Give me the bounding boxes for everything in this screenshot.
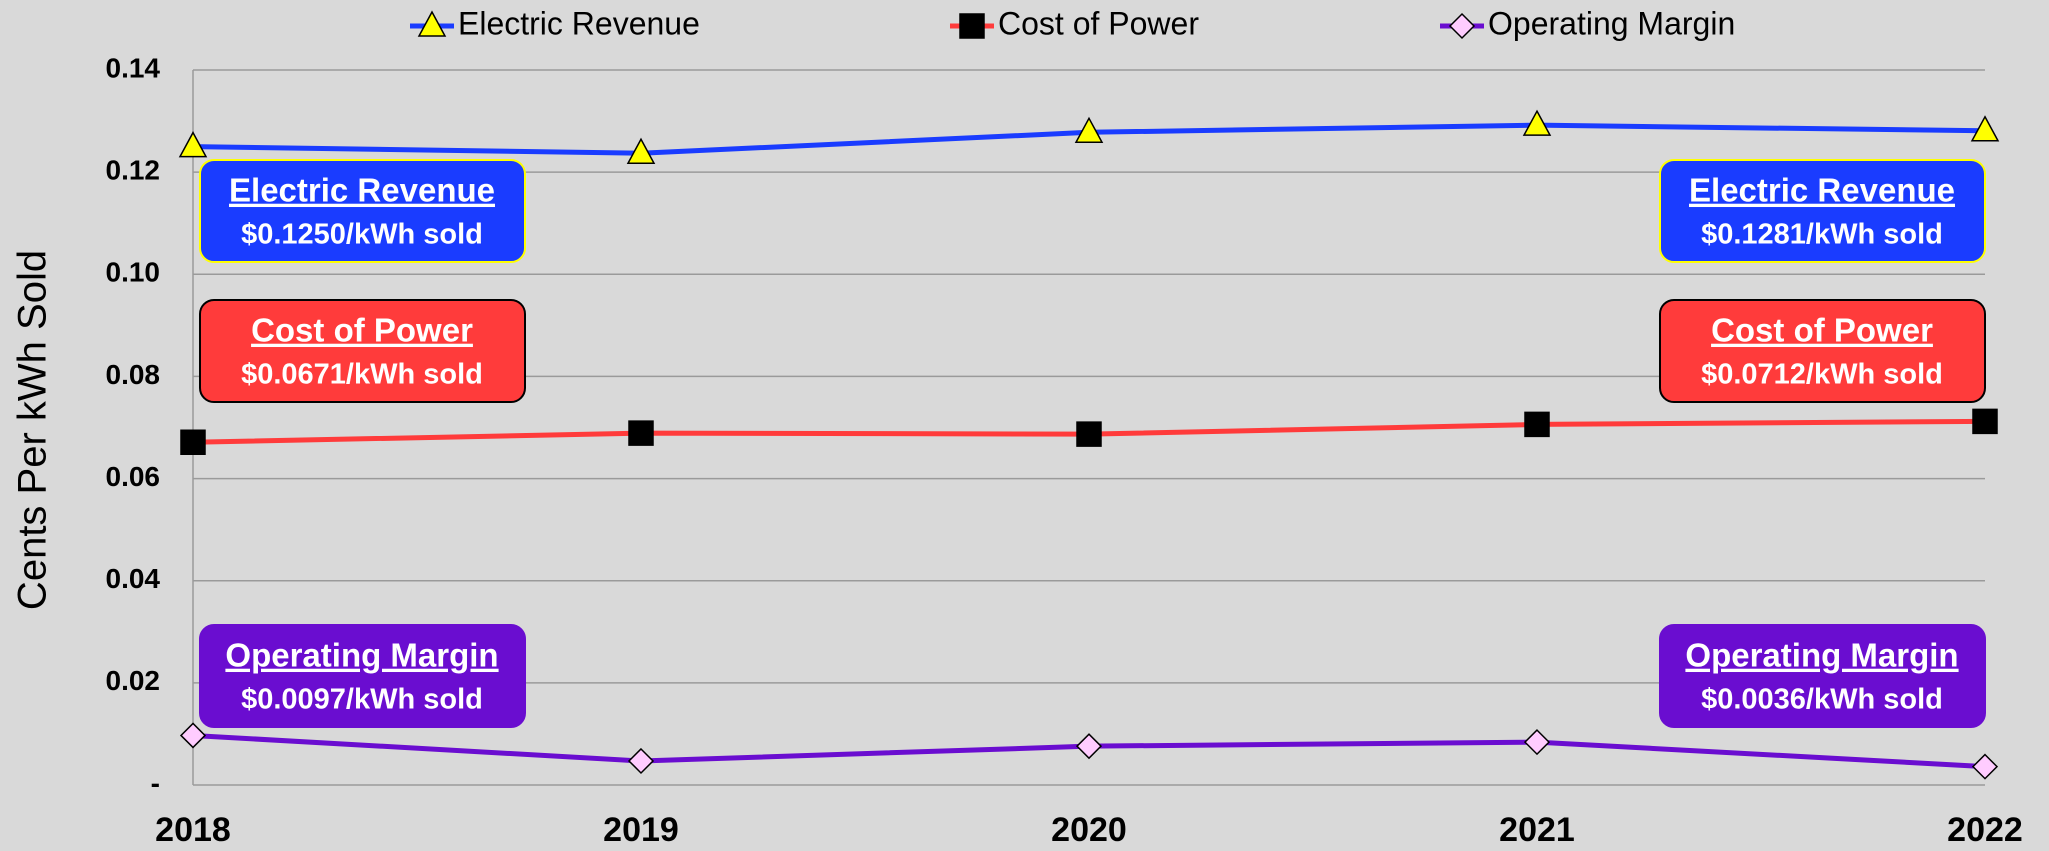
- marker: [1074, 116, 1104, 144]
- marker: [1970, 115, 2000, 142]
- x-tick-label: 2022: [1947, 811, 2023, 849]
- marker: [1972, 408, 1998, 435]
- annotation-bg: [1659, 299, 1986, 403]
- annotation-box: Cost of Power $0.0671/kWh sold: [199, 299, 526, 403]
- marker: [1075, 733, 1103, 760]
- marker: [1448, 12, 1476, 40]
- marker: [1971, 753, 1999, 780]
- annotation-text: $0.0036/kWh sold: [1701, 684, 1943, 716]
- legend-label: Operating Margin: [1488, 5, 1735, 41]
- y-tick-label: 0.02: [106, 665, 161, 696]
- annotation-bg: [199, 159, 526, 263]
- x-tick-label: 2018: [155, 811, 231, 849]
- marker: [179, 722, 207, 749]
- y-tick-label: 0.08: [106, 359, 161, 390]
- annotation-title: Operating Margin: [225, 637, 498, 674]
- marker: [1076, 421, 1102, 447]
- annotation-box: Operating Margin $0.0036/kWh sold: [1659, 624, 1986, 728]
- y-tick-label: 0.04: [106, 563, 161, 594]
- annotation-text: $0.0712/kWh sold: [1701, 359, 1943, 391]
- legend-item: Cost of Power: [950, 5, 1199, 41]
- legend-label: Cost of Power: [998, 5, 1199, 41]
- legend-label: Electric Revenue: [458, 5, 700, 41]
- x-tick-label: 2019: [603, 811, 679, 849]
- marker: [628, 420, 654, 446]
- marker: [627, 747, 655, 775]
- annotation-title: Cost of Power: [1711, 312, 1933, 349]
- annotation-title: Electric Revenue: [229, 172, 495, 209]
- annotation-box: Cost of Power $0.0712/kWh sold: [1659, 299, 1986, 403]
- annotation-bg: [199, 624, 526, 728]
- annotation-bg: [1659, 159, 1986, 263]
- y-tick-label: -: [151, 767, 160, 798]
- x-tick-label: 2021: [1499, 811, 1575, 849]
- marker: [417, 10, 447, 37]
- legend-item: Electric Revenue: [410, 5, 700, 41]
- annotation-box: Operating Margin $0.0097/kWh sold: [199, 624, 526, 728]
- marker: [959, 13, 985, 39]
- annotation-box: Electric Revenue $0.1281/kWh sold: [1659, 159, 1986, 263]
- annotation-box: Electric Revenue $0.1250/kWh sold: [199, 159, 526, 263]
- marker: [1524, 411, 1550, 438]
- annotation-title: Electric Revenue: [1689, 172, 1955, 209]
- marker: [626, 137, 656, 164]
- annotation-bg: [199, 299, 526, 403]
- y-tick-label: 0.14: [106, 52, 161, 83]
- annotation-text: $0.0671/kWh sold: [241, 359, 483, 391]
- marker: [180, 429, 206, 456]
- y-tick-label: 0.12: [106, 155, 161, 186]
- y-axis-title: Cents Per kWh Sold: [11, 250, 55, 610]
- legend-item: Operating Margin: [1440, 5, 1735, 41]
- annotation-text: $0.1281/kWh sold: [1701, 219, 1943, 251]
- x-tick-label: 2020: [1051, 811, 1127, 849]
- marker: [1523, 729, 1551, 756]
- annotation-bg: [1659, 624, 1986, 728]
- annotation-title: Cost of Power: [251, 312, 473, 349]
- marker: [178, 131, 208, 158]
- annotation-text: $0.1250/kWh sold: [241, 219, 483, 251]
- annotation-text: $0.0097/kWh sold: [241, 684, 483, 716]
- marker: [1522, 109, 1552, 136]
- y-tick-label: 0.06: [106, 461, 161, 492]
- y-tick-label: 0.10: [106, 257, 161, 288]
- annotation-title: Operating Margin: [1685, 637, 1958, 674]
